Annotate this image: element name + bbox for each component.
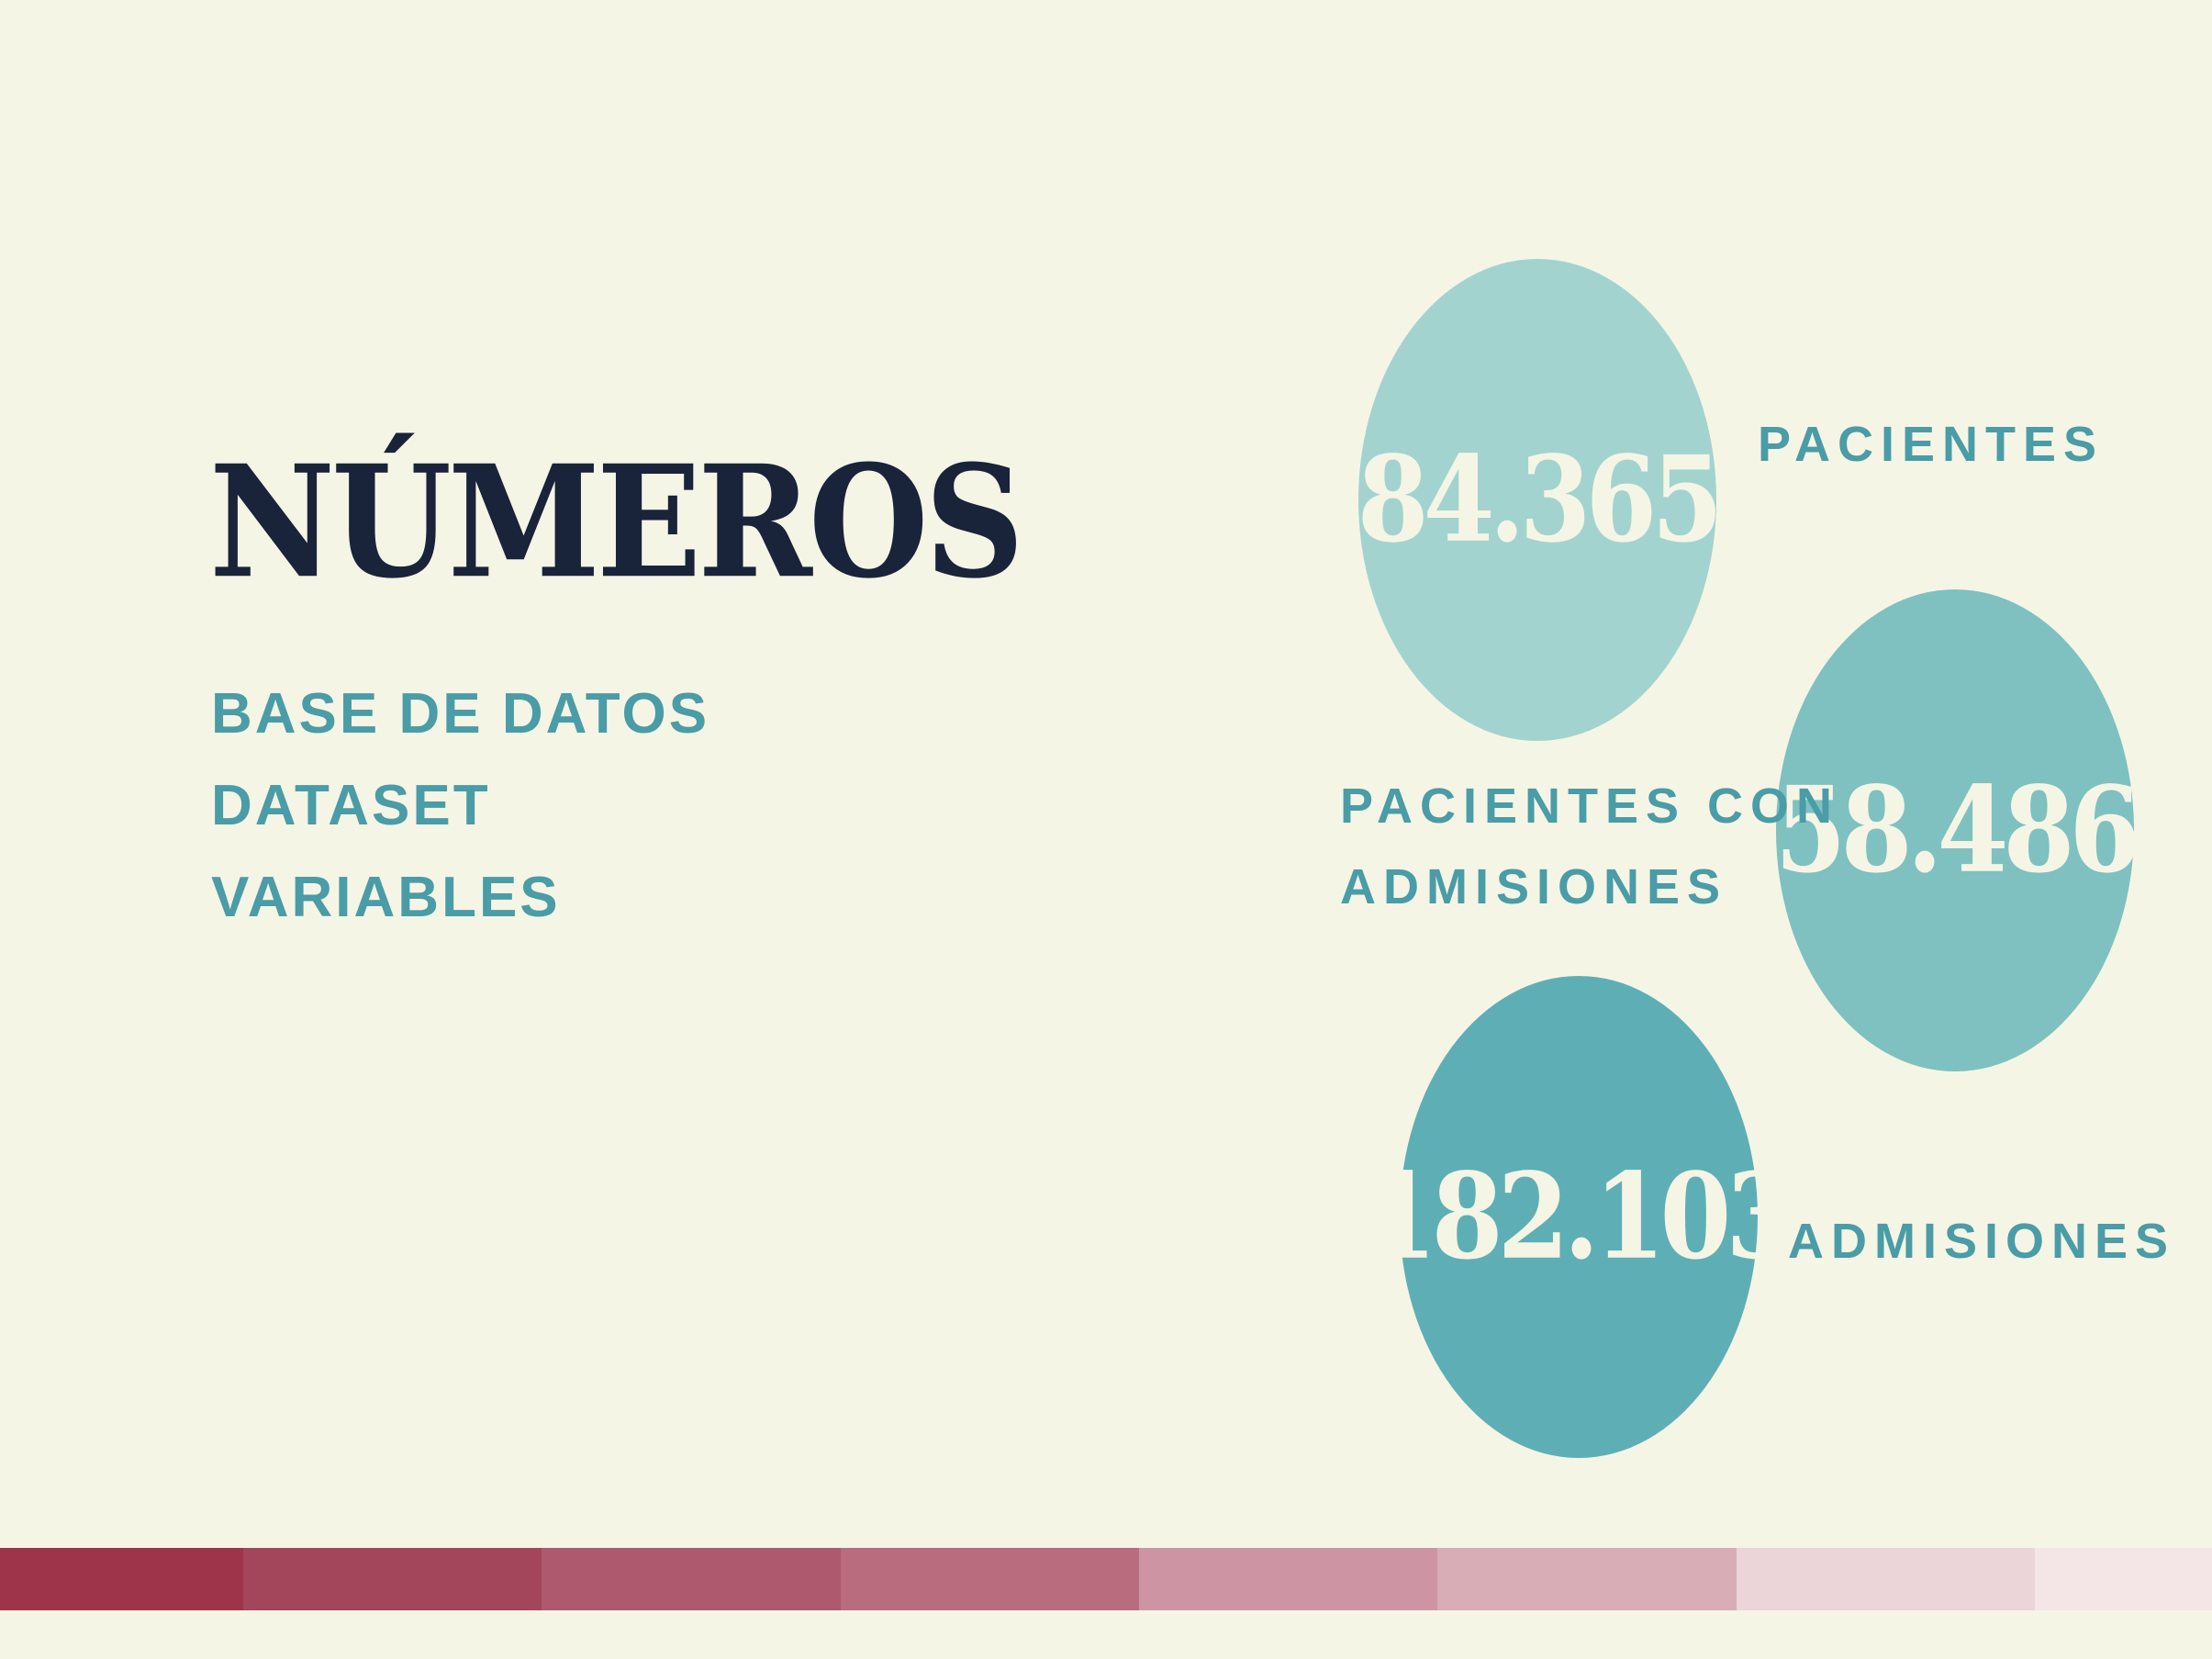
- stat-value: 84.365: [1357, 431, 1724, 569]
- color-bar-segment: [840, 1548, 1140, 1610]
- page-title: NÚMEROS: [209, 432, 1024, 613]
- stat-label-admisiones: ADMISIONES: [1788, 1201, 2175, 1282]
- subtitle-item: DATASET: [211, 774, 491, 837]
- color-bar: [0, 1548, 2212, 1610]
- color-bar-segment: [2035, 1548, 2212, 1610]
- subtitle-item: BASE DE DATOS: [211, 682, 710, 745]
- stat-circle-pacientes-con-admisiones: 58.486: [1774, 589, 2141, 1071]
- color-bar-segment: [0, 1548, 244, 1610]
- stat-label-line: ADMISIONES: [1788, 1214, 2176, 1269]
- stat-label-line: PACIENTES CON: [1340, 779, 1840, 834]
- color-bar-segment: [243, 1548, 542, 1610]
- color-bar-segment: [1139, 1548, 1438, 1610]
- color-bar-segment: [1437, 1548, 1737, 1610]
- stat-circle-admisiones: 182.103: [1366, 976, 1797, 1458]
- stat-value: 58.486: [1774, 761, 2141, 900]
- color-bar-segment: [542, 1548, 841, 1610]
- stat-label-line: PACIENTES: [1758, 417, 2105, 472]
- stat-circle-pacientes: 84.365: [1357, 259, 1724, 741]
- color-bar-segment: [1736, 1548, 2036, 1610]
- stat-label-pacientes-con-admisiones: PACIENTES CON ADMISIONES: [1340, 766, 1839, 927]
- subtitle-list: BASE DE DATOS DATASET VARIABLES: [211, 668, 709, 944]
- stat-value: 182.103: [1365, 1148, 1798, 1286]
- subtitle-item: VARIABLES: [211, 866, 561, 929]
- stat-label-pacientes: PACIENTES: [1758, 404, 2104, 485]
- stat-label-line: ADMISIONES: [1340, 859, 1728, 914]
